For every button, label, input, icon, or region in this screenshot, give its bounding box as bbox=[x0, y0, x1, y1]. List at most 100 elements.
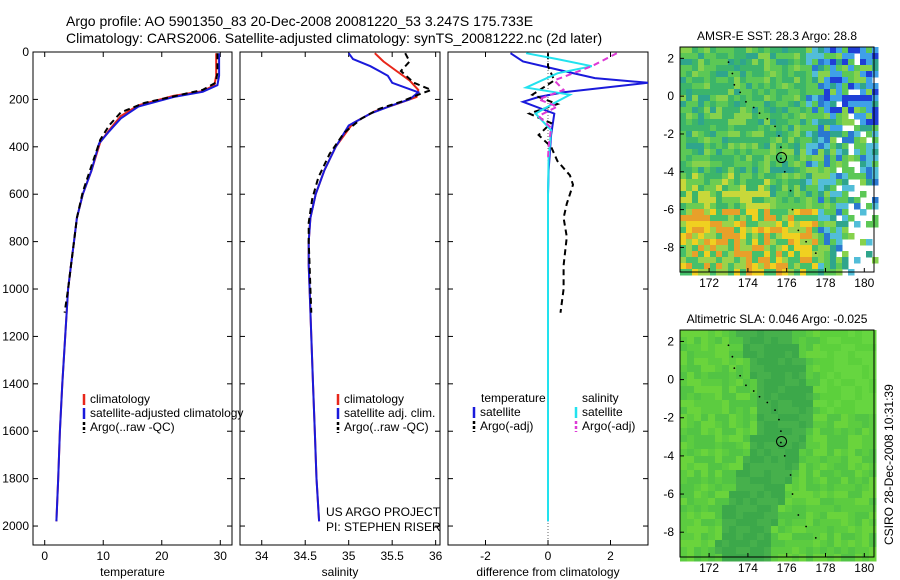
salinity-xtick-label: 36 bbox=[429, 549, 443, 563]
sst_map-cell bbox=[710, 83, 717, 90]
sla_map-cell bbox=[806, 407, 814, 415]
sst_map-cell bbox=[704, 89, 711, 96]
sla_map-cell bbox=[855, 470, 863, 478]
sla_map-cell bbox=[680, 358, 688, 366]
sst_map-cell bbox=[758, 143, 765, 150]
sst_map-cell bbox=[788, 47, 795, 54]
sst_map-cell bbox=[746, 119, 753, 126]
sla_map-cell bbox=[806, 449, 814, 457]
sst_map-cell bbox=[836, 203, 843, 210]
sst_map-cell bbox=[686, 215, 693, 222]
sst_map-cell bbox=[866, 47, 873, 54]
temperature-ytick-label: 1800 bbox=[2, 472, 29, 486]
sst_map-cell bbox=[716, 113, 723, 120]
sst_map-cell bbox=[740, 89, 747, 96]
sla_map-cell bbox=[743, 449, 751, 457]
sla_map-cell bbox=[729, 400, 737, 408]
sst_map-cell bbox=[680, 143, 687, 150]
sla_map-cell bbox=[869, 435, 877, 443]
sst_map-cell bbox=[788, 209, 795, 216]
sla_map-cell bbox=[827, 456, 835, 464]
sla_map-cell bbox=[694, 442, 702, 450]
sla_map-cell bbox=[778, 344, 786, 352]
sst_map-cell bbox=[722, 107, 729, 114]
sla_map-cell bbox=[862, 505, 870, 513]
sla_map-cell bbox=[855, 456, 863, 464]
sla_map-cell bbox=[694, 407, 702, 415]
sst_map-cell bbox=[818, 83, 825, 90]
sst_map-cell bbox=[758, 125, 765, 132]
difference-xlabel: difference from climatology bbox=[476, 565, 619, 579]
sst_map-cell bbox=[818, 125, 825, 132]
sst_map-cell bbox=[710, 251, 717, 258]
sst_map-cell bbox=[698, 137, 705, 144]
sst_map-cell bbox=[758, 239, 765, 246]
sla_map-cell bbox=[834, 470, 842, 478]
sst_map-cell bbox=[746, 125, 753, 132]
sst_map-cell bbox=[680, 101, 687, 108]
sla_map-cell bbox=[855, 344, 863, 352]
sst_map-cell bbox=[830, 47, 837, 54]
sst_map-cell bbox=[710, 197, 717, 204]
sst_map-cell bbox=[818, 179, 825, 186]
sla_map-cell bbox=[778, 435, 786, 443]
sla_map-cell bbox=[841, 379, 849, 387]
sla_map-cell bbox=[708, 337, 716, 345]
sst_map-ytick-label: -6 bbox=[663, 203, 674, 217]
sla_map-cell bbox=[862, 379, 870, 387]
sst_map-cell bbox=[788, 257, 795, 264]
sst_map-cell bbox=[698, 59, 705, 66]
sla_map-cell bbox=[757, 372, 765, 380]
sst_map-cell bbox=[836, 65, 843, 72]
sla_map-cell bbox=[680, 449, 688, 457]
sla_map-cell bbox=[848, 449, 856, 457]
sst_map-cell bbox=[758, 173, 765, 180]
sla_map-cell bbox=[750, 449, 758, 457]
sla_map-cell bbox=[855, 407, 863, 415]
sla_map-cell bbox=[827, 372, 835, 380]
sla_map-cell bbox=[694, 435, 702, 443]
sla_map-cell bbox=[848, 512, 856, 520]
sla_map-cell bbox=[785, 358, 793, 366]
sst_map-float-marker bbox=[776, 152, 788, 164]
sst_map-cell bbox=[782, 53, 789, 60]
sla_map-cell bbox=[764, 372, 772, 380]
sst_map-cell bbox=[800, 125, 807, 132]
sst_map-cell bbox=[758, 101, 765, 108]
sla_map-cell bbox=[722, 526, 730, 534]
sla_map-cell bbox=[862, 414, 870, 422]
sla_map-cell bbox=[792, 337, 800, 345]
sst_map-cell bbox=[866, 239, 873, 246]
sla_map-cell bbox=[841, 351, 849, 359]
sst_map-cell bbox=[854, 221, 861, 228]
sst_map-cell bbox=[716, 47, 723, 54]
sst_map-cell bbox=[770, 161, 777, 168]
sst_map-cell bbox=[746, 155, 753, 162]
sst_map-cell bbox=[722, 167, 729, 174]
sla_map-cell bbox=[862, 400, 870, 408]
sla_map-cell bbox=[869, 526, 877, 534]
sla_map-cell bbox=[813, 435, 821, 443]
sst_map-cell bbox=[722, 77, 729, 84]
sst_map-cell bbox=[836, 191, 843, 198]
sla_map-cell bbox=[862, 491, 870, 499]
sla_map-cell bbox=[848, 428, 856, 436]
sla_map-cell bbox=[827, 344, 835, 352]
sst_map-cell bbox=[710, 239, 717, 246]
sst_map-cell bbox=[722, 47, 729, 54]
sla_map-cell bbox=[701, 358, 709, 366]
sla_map-cell bbox=[806, 463, 814, 471]
sst_map-cell bbox=[812, 263, 819, 270]
sst_map-cell bbox=[692, 173, 699, 180]
sst_map-cell bbox=[716, 155, 723, 162]
sst_map-cell bbox=[782, 257, 789, 264]
temperature-legend-label-2: Argo(..raw -QC) bbox=[90, 420, 175, 434]
sst_map-cell bbox=[680, 245, 687, 252]
sst_map-cell bbox=[686, 263, 693, 270]
sla_map-cell bbox=[834, 344, 842, 352]
sla_map-cell bbox=[848, 379, 856, 387]
sla_map-cell bbox=[729, 554, 737, 562]
sst_map-cell bbox=[716, 239, 723, 246]
sla_map-cell bbox=[729, 526, 737, 534]
sst_map-cell bbox=[716, 59, 723, 66]
